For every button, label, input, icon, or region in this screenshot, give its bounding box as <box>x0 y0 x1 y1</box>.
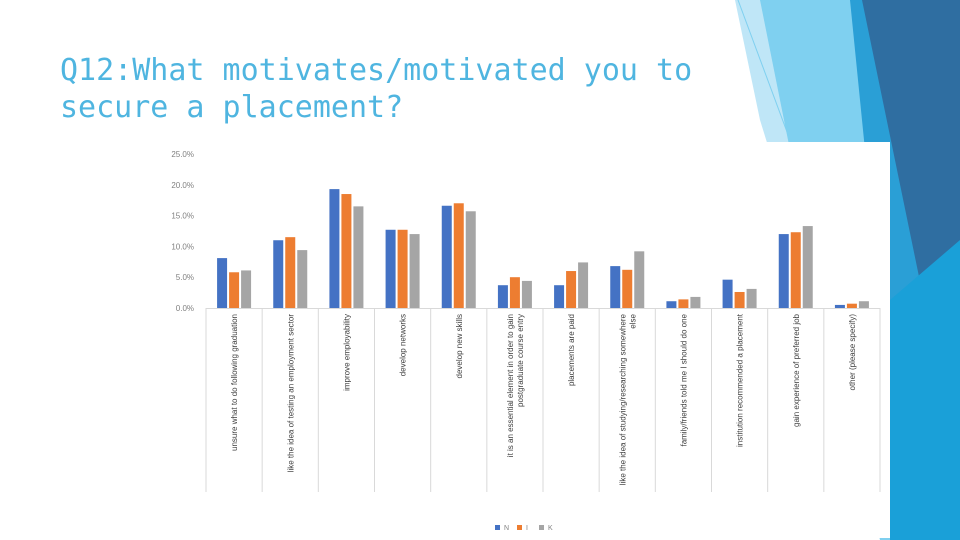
y-tick-label: 10.0% <box>171 242 194 251</box>
bar-N <box>441 205 452 308</box>
y-tick-label: 0.0% <box>176 304 194 313</box>
y-tick-label: 5.0% <box>176 273 194 282</box>
y-tick-label: 20.0% <box>171 181 194 190</box>
bar-I <box>566 271 577 308</box>
bar-I <box>453 203 464 308</box>
category-label: it is an essential element in order to g… <box>506 314 515 457</box>
bar-K <box>241 270 252 308</box>
chart-panel: 0.0% 5.0% 10.0% 15.0% 20.0% 25.0% unsure what … <box>150 142 890 538</box>
category-label: develop networks <box>399 314 408 376</box>
category-label: gain experience of preferred job <box>792 313 801 427</box>
category-label: like the idea of testing an employment s… <box>286 314 295 473</box>
bar-I <box>285 237 296 308</box>
category-label: family/friends told me I should do one <box>679 313 688 446</box>
bar-N <box>554 285 565 308</box>
category-label: institution recommended a placement <box>736 313 745 447</box>
category-label: like the idea of studying/researching so… <box>618 313 627 485</box>
slide-title: Q12:What motivates/motivated you to secu… <box>60 53 693 125</box>
bar-N <box>329 189 340 308</box>
legend-label: K <box>548 525 553 532</box>
bar-N <box>497 285 508 308</box>
bar-K <box>297 250 308 308</box>
legend-label: I <box>526 525 528 532</box>
bar-I <box>397 229 408 308</box>
bar-I <box>341 194 352 308</box>
bar-K <box>465 211 476 308</box>
bar-K <box>578 262 589 308</box>
bar-I <box>734 291 745 308</box>
category-label: develop new skills <box>455 314 464 378</box>
bar-I <box>678 299 689 308</box>
bar-K <box>353 206 364 308</box>
bar-N <box>778 234 789 308</box>
bar-chart: 0.0% 5.0% 10.0% 15.0% 20.0% 25.0% unsure what … <box>171 150 881 532</box>
legend-swatch <box>495 525 500 530</box>
decor-line <box>737 0 791 141</box>
legend-swatch <box>539 525 544 530</box>
bar-N <box>834 304 845 308</box>
bar-K <box>690 296 701 308</box>
bar-K <box>634 251 645 308</box>
y-tick-label: 25.0% <box>171 150 194 159</box>
y-tick-label: 15.0% <box>171 212 194 221</box>
bar-N <box>610 266 621 308</box>
legend-label: N <box>504 525 509 532</box>
category-label: postgraduate course entry <box>516 314 525 407</box>
bar-N <box>385 229 396 308</box>
bar-K <box>521 280 532 308</box>
category-label: other (please specify) <box>848 314 857 391</box>
category-label: improve employability <box>342 314 351 391</box>
bar-N <box>273 240 284 308</box>
bar-K <box>746 288 757 308</box>
bar-I <box>622 269 633 308</box>
bar-N <box>666 301 677 308</box>
decor-light-bottom <box>890 240 960 540</box>
bar-N <box>722 279 733 308</box>
category-label: else <box>628 313 637 328</box>
bar-I <box>229 272 240 308</box>
bar-I <box>509 277 520 308</box>
bar-K <box>858 301 869 308</box>
category-label: placements are paid <box>567 314 576 386</box>
legend-swatch <box>517 525 522 530</box>
bar-K <box>802 226 813 308</box>
bar-N <box>217 258 228 308</box>
bar-I <box>846 303 857 308</box>
bar-I <box>790 232 801 308</box>
category-label: unsure what to do following graduation <box>230 314 239 451</box>
bar-K <box>409 234 420 308</box>
